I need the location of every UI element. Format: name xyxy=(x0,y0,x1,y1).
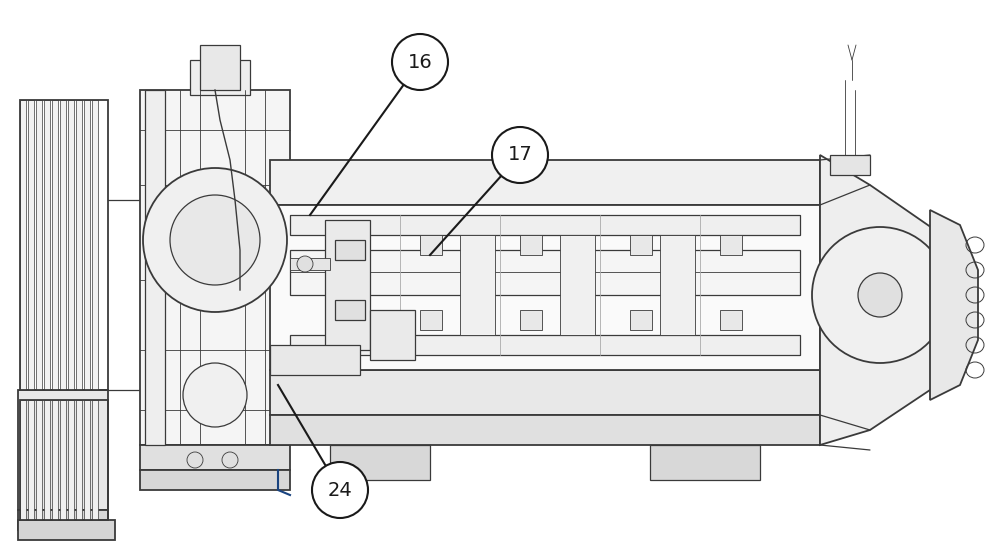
Polygon shape xyxy=(420,235,442,255)
Polygon shape xyxy=(830,155,870,175)
Polygon shape xyxy=(290,250,800,295)
Text: 16: 16 xyxy=(408,53,432,72)
Polygon shape xyxy=(76,400,82,520)
Polygon shape xyxy=(270,345,360,375)
Polygon shape xyxy=(630,310,652,330)
Polygon shape xyxy=(345,310,367,330)
Polygon shape xyxy=(140,470,290,490)
Polygon shape xyxy=(720,310,742,330)
Polygon shape xyxy=(270,370,820,415)
Polygon shape xyxy=(28,100,34,390)
Polygon shape xyxy=(290,335,800,355)
Polygon shape xyxy=(18,390,108,510)
Polygon shape xyxy=(18,510,108,530)
Polygon shape xyxy=(290,215,800,235)
Polygon shape xyxy=(44,400,50,520)
Polygon shape xyxy=(290,258,330,270)
Polygon shape xyxy=(84,100,90,390)
Polygon shape xyxy=(630,235,652,255)
Polygon shape xyxy=(650,445,760,480)
Polygon shape xyxy=(420,310,442,330)
Circle shape xyxy=(312,462,368,518)
Polygon shape xyxy=(345,235,367,255)
Polygon shape xyxy=(820,155,968,445)
Polygon shape xyxy=(660,235,695,335)
Polygon shape xyxy=(520,310,542,330)
Polygon shape xyxy=(36,400,42,520)
Polygon shape xyxy=(190,60,250,95)
Circle shape xyxy=(183,363,247,427)
Polygon shape xyxy=(60,100,66,390)
Polygon shape xyxy=(68,400,74,520)
Polygon shape xyxy=(140,90,290,445)
Polygon shape xyxy=(270,160,820,205)
Polygon shape xyxy=(370,310,415,360)
Polygon shape xyxy=(560,235,595,335)
Polygon shape xyxy=(18,520,115,540)
Text: 24: 24 xyxy=(328,480,352,499)
Polygon shape xyxy=(84,400,90,520)
Circle shape xyxy=(170,195,260,285)
Circle shape xyxy=(492,127,548,183)
Polygon shape xyxy=(52,100,58,390)
Polygon shape xyxy=(60,400,66,520)
Polygon shape xyxy=(92,100,98,390)
Polygon shape xyxy=(20,100,26,390)
Polygon shape xyxy=(270,415,820,445)
Polygon shape xyxy=(325,220,370,350)
Polygon shape xyxy=(335,240,365,260)
Circle shape xyxy=(812,227,948,363)
Polygon shape xyxy=(36,100,42,390)
Polygon shape xyxy=(335,300,365,320)
Circle shape xyxy=(143,168,287,312)
Polygon shape xyxy=(68,100,74,390)
Polygon shape xyxy=(52,400,58,520)
Polygon shape xyxy=(92,400,98,520)
Polygon shape xyxy=(460,235,495,335)
Polygon shape xyxy=(76,100,82,390)
Circle shape xyxy=(858,273,902,317)
Circle shape xyxy=(297,256,313,272)
Circle shape xyxy=(222,452,238,468)
Polygon shape xyxy=(270,205,820,370)
Polygon shape xyxy=(28,400,34,520)
Polygon shape xyxy=(44,100,50,390)
Circle shape xyxy=(392,34,448,90)
Polygon shape xyxy=(330,445,430,480)
Polygon shape xyxy=(720,235,742,255)
Polygon shape xyxy=(140,445,290,470)
Text: 17: 17 xyxy=(508,146,532,165)
Polygon shape xyxy=(520,235,542,255)
Polygon shape xyxy=(200,45,240,90)
Polygon shape xyxy=(930,210,978,400)
Polygon shape xyxy=(145,90,165,445)
Polygon shape xyxy=(20,400,26,520)
Circle shape xyxy=(187,452,203,468)
